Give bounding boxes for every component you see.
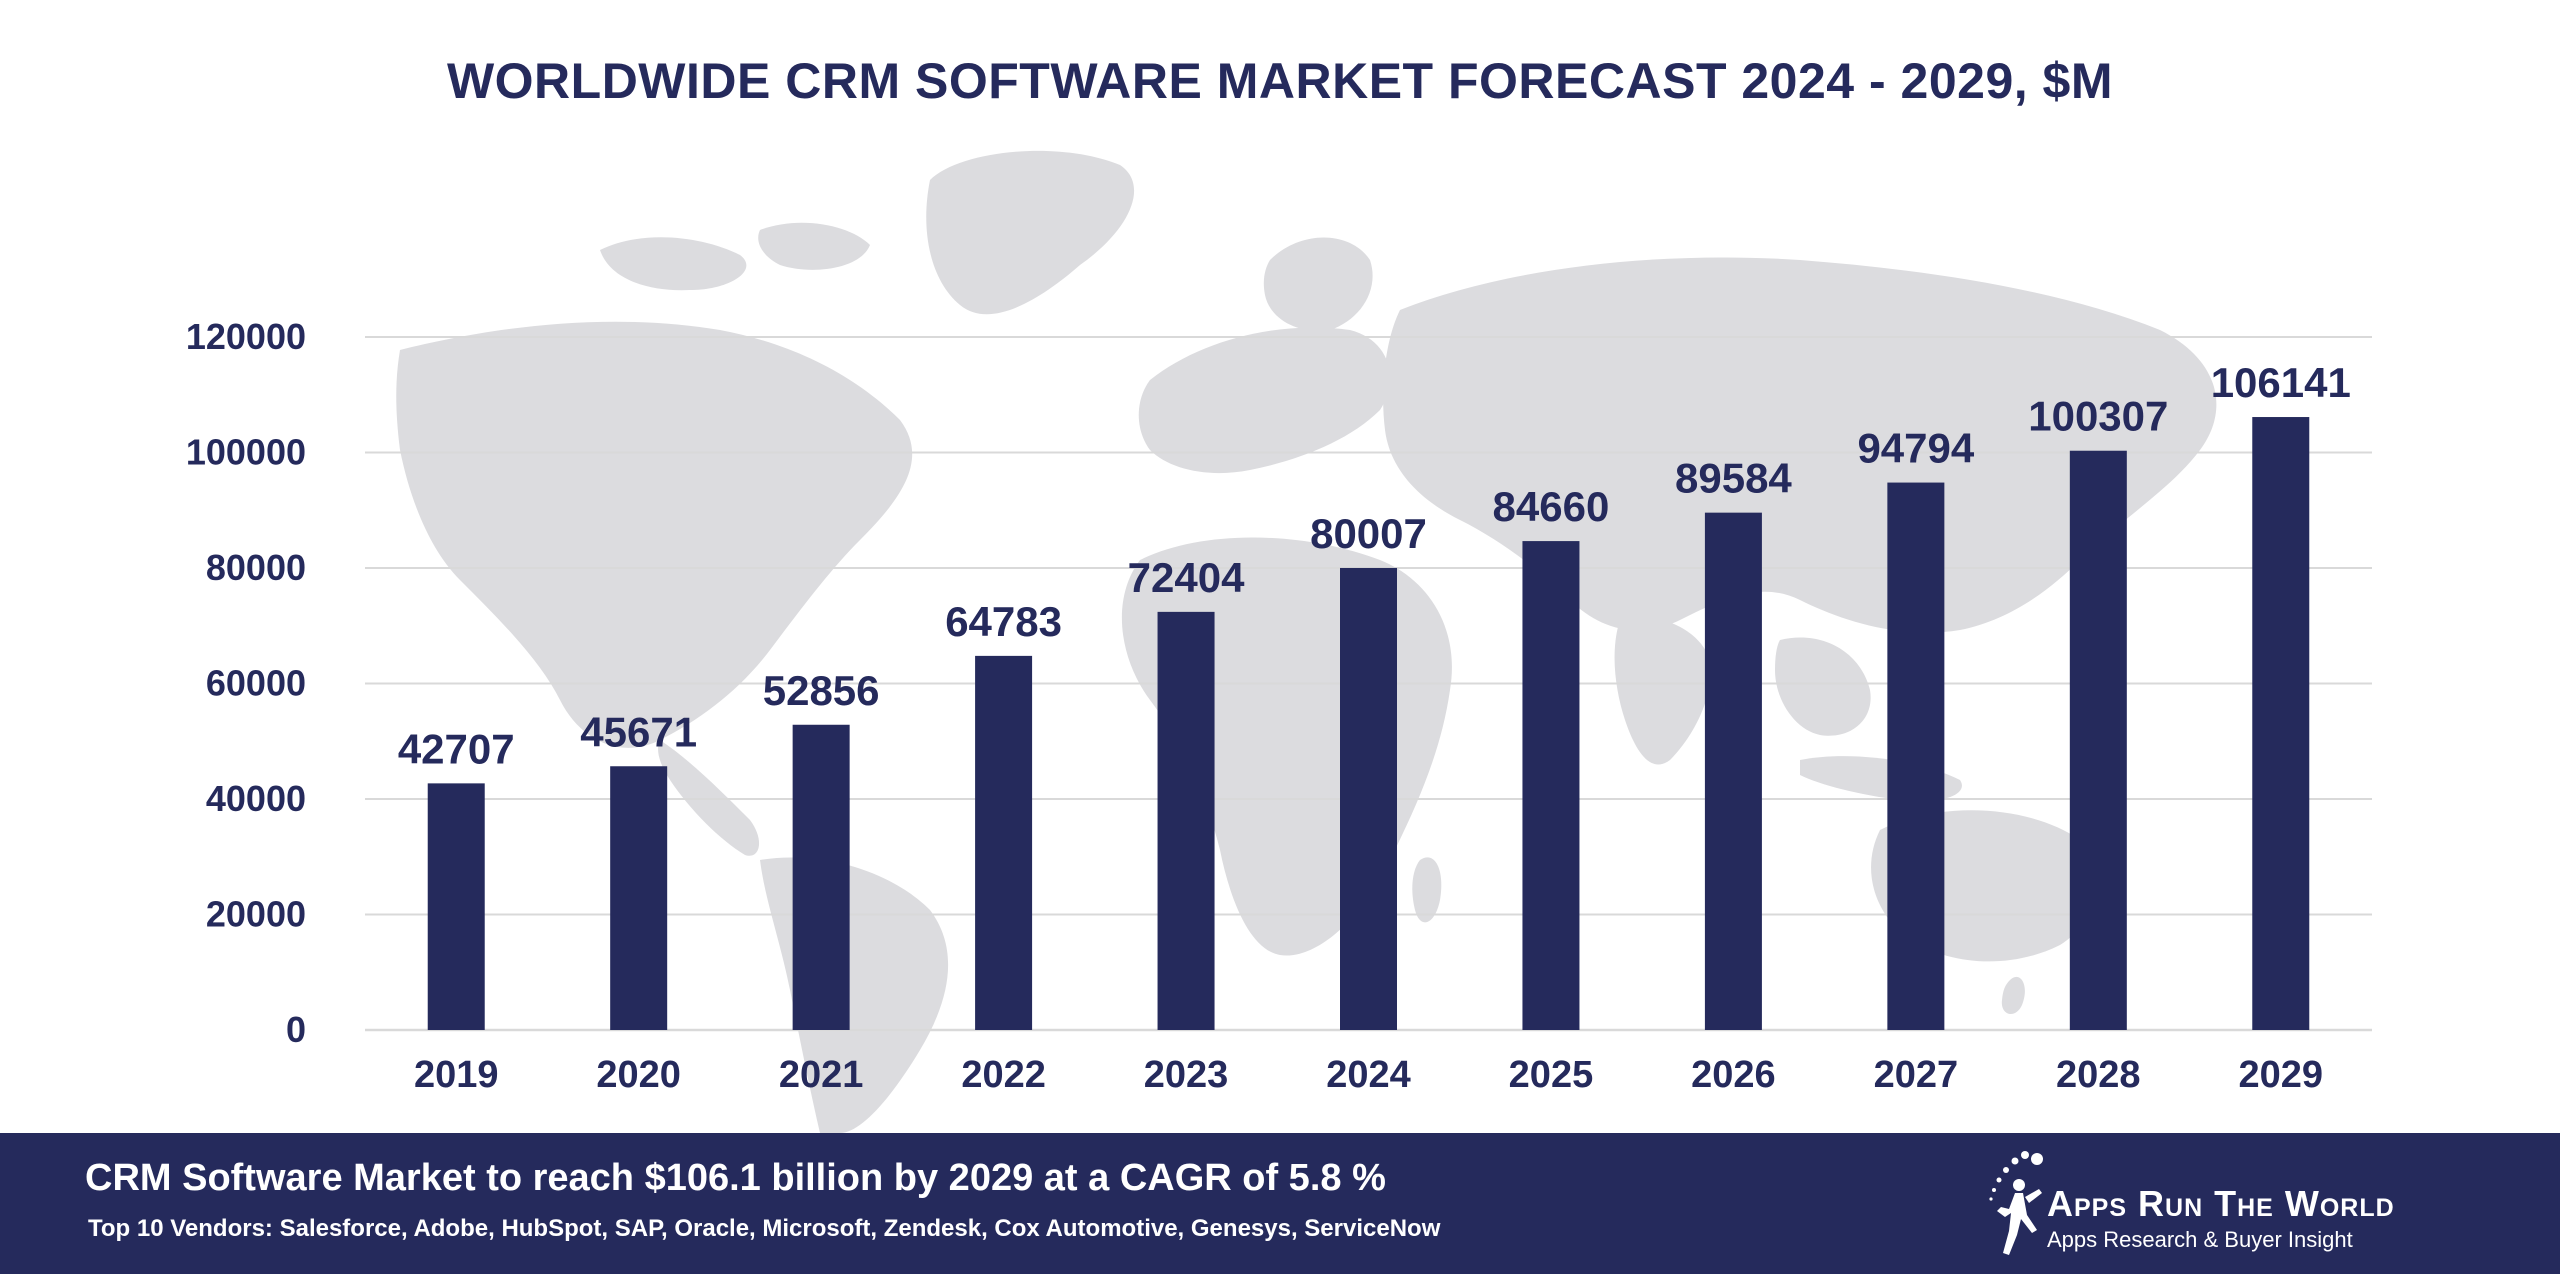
footer-vendors: Top 10 Vendors: Salesforce, Adobe, HubSp… (88, 1215, 1441, 1242)
bar-2024 (1340, 567, 1397, 1030)
y-tick-label: 0 (286, 1009, 306, 1050)
x-tick-label: 2026 (1691, 1054, 1776, 1096)
bar-2029 (2252, 417, 2310, 1030)
y-tick-label: 120000 (186, 316, 306, 357)
footer-headline: CRM Software Market to reach $106.1 bill… (85, 1157, 1386, 1199)
bar-2028 (2069, 450, 2127, 1031)
x-tick-label: 2019 (414, 1054, 499, 1096)
x-tick-label: 2020 (596, 1054, 681, 1096)
data-label-2022: 64783 (945, 598, 1062, 645)
x-tick-label: 2023 (1144, 1054, 1229, 1096)
y-tick-label: 60000 (206, 663, 306, 704)
bar-2021 (792, 724, 850, 1030)
data-label-2019: 42707 (398, 725, 515, 772)
data-label-2021: 52856 (763, 667, 880, 714)
bar-2019 (427, 783, 485, 1030)
logo-tagline: Apps Research & Buyer Insight (2047, 1227, 2353, 1252)
footer-banner: CRM Software Market to reach $106.1 bill… (0, 1133, 2560, 1274)
bars (427, 417, 2310, 1031)
y-axis-tick-labels: 0 20000 40000 60000 80000 100000 120000 (186, 316, 306, 1050)
bar-2025 (1522, 541, 1580, 1030)
x-tick-label: 2024 (1326, 1054, 1411, 1096)
data-label-2020: 45671 (580, 708, 697, 755)
y-tick-label: 80000 (206, 547, 306, 588)
x-tick-label: 2027 (1874, 1054, 1959, 1096)
data-labels: 42707 45671 52856 64783 72404 80007 84660 89584… (398, 359, 2351, 772)
x-axis-tick-labels: 2019 2020 2021 2022 2023 2024 2025 2026 2027 2028… (414, 1054, 2323, 1096)
bar-2020 (610, 766, 668, 1030)
data-label-2028: 100307 (2028, 393, 2168, 440)
x-tick-label: 2022 (961, 1054, 1046, 1096)
runner-icon (1989, 1151, 2043, 1255)
bar-2027 (1887, 482, 1945, 1030)
y-tick-label: 40000 (206, 778, 306, 819)
x-tick-label: 2025 (1509, 1054, 1594, 1096)
data-label-2024: 80007 (1310, 510, 1427, 557)
chart-title: WORLDWIDE CRM SOFTWARE MARKET FORECAST 2… (446, 53, 2114, 109)
x-tick-label: 2028 (2056, 1054, 2141, 1096)
data-label-2027: 94794 (1857, 425, 1974, 472)
data-label-2029: 106141 (2211, 359, 2351, 406)
y-tick-label: 100000 (186, 432, 306, 473)
data-label-2025: 84660 (1493, 483, 1610, 530)
data-label-2023: 72404 (1128, 554, 1245, 601)
logo-name: Apps Run The World (2047, 1183, 2395, 1224)
data-label-2026: 89584 (1675, 455, 1792, 502)
bar-2026 (1704, 512, 1762, 1030)
bar-2022 (975, 655, 1033, 1030)
apps-run-the-world-logo: Apps Run The World Apps Research & Buyer… (1975, 1145, 2475, 1265)
x-tick-label: 2029 (2238, 1054, 2323, 1096)
x-tick-label: 2021 (779, 1054, 864, 1096)
bar-2023 (1157, 611, 1215, 1030)
y-tick-label: 20000 (206, 894, 306, 935)
